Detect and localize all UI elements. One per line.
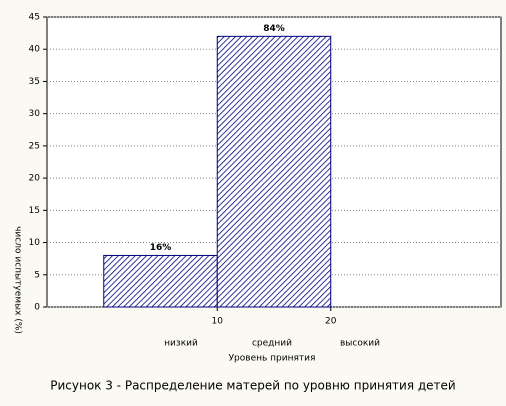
category-label: низкий: [164, 339, 198, 349]
y-axis-label: число испытуемых (%): [13, 226, 23, 334]
y-tick-label: 45: [29, 13, 40, 23]
bar-label: 16%: [150, 243, 172, 253]
x-tick-label: 20: [325, 317, 337, 327]
y-tick-label: 30: [29, 109, 41, 119]
bar-label: 84%: [263, 24, 285, 34]
caption: Рисунок 3 - Распределение матерей по уро…: [50, 379, 455, 393]
y-tick-label: 5: [34, 270, 40, 280]
bar: [216, 35, 332, 308]
category-label: средний: [252, 339, 292, 349]
x-axis-label: Уровень принятия: [229, 354, 316, 364]
y-tick-label: 20: [29, 174, 41, 184]
y-tick-label: 40: [29, 45, 41, 55]
y-tick-label: 10: [29, 238, 41, 248]
x-tick-label: 10: [212, 317, 224, 327]
y-tick-label: 35: [29, 77, 40, 87]
category-label: высокий: [340, 339, 380, 349]
y-tick-label: 25: [29, 141, 40, 151]
y-tick-label: 0: [34, 303, 40, 313]
bar: [103, 254, 218, 308]
y-tick-label: 15: [29, 206, 40, 216]
